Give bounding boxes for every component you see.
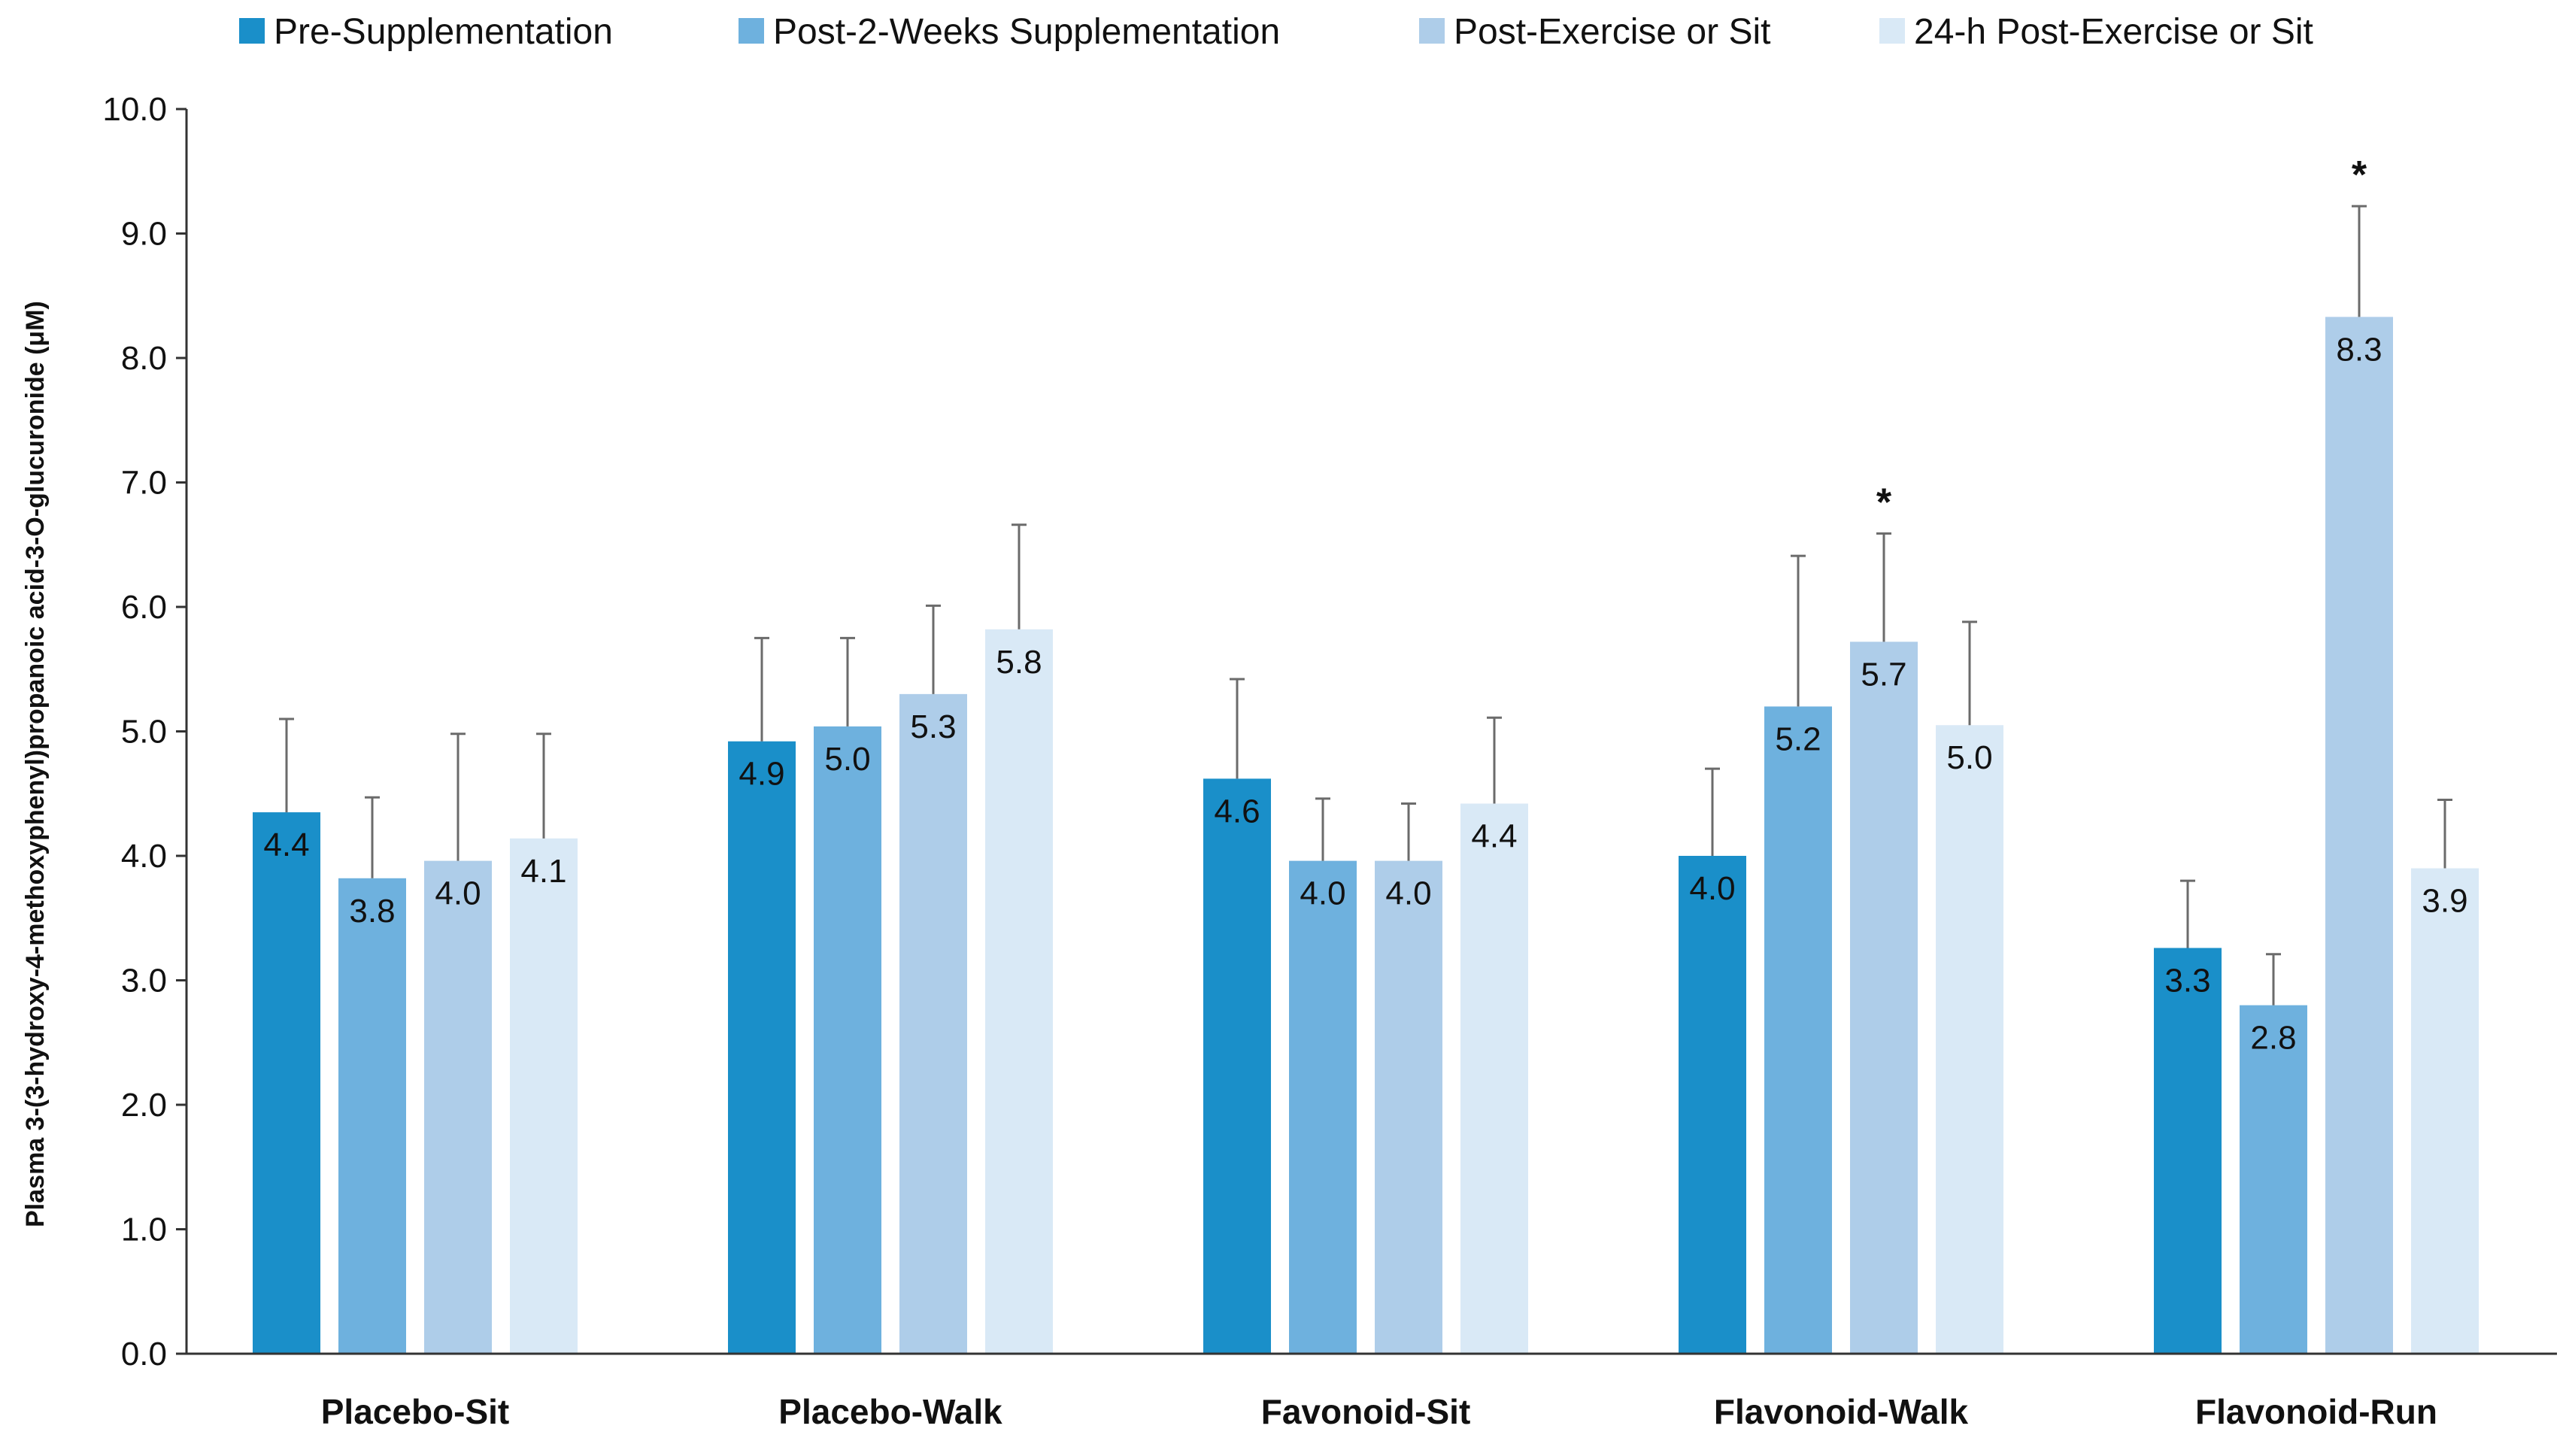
bar	[1203, 778, 1271, 1354]
data-label: 5.2	[1775, 720, 1821, 757]
x-axis: Placebo-Sit Placebo-Walk Favonoid-Sit Flavo…	[187, 1352, 2557, 1431]
legend-label: Post-2-Weeks Supplementation	[773, 12, 1280, 52]
bar	[1936, 725, 2003, 1354]
y-tick-label: 10.0	[102, 91, 167, 128]
x-tick-label: Placebo-Walk	[778, 1392, 1002, 1431]
data-label: 5.0	[1946, 739, 1992, 776]
data-label: 3.9	[2422, 883, 2467, 920]
data-label: 4.1	[520, 853, 566, 890]
bar	[1375, 860, 1442, 1354]
data-label: 4.9	[739, 756, 784, 793]
y-tick-label: 0.0	[121, 1336, 167, 1373]
data-label: 3.3	[2164, 962, 2210, 999]
y-tick-label: 3.0	[121, 963, 167, 999]
data-label: 4.0	[1385, 875, 1431, 912]
legend-label: Post-Exercise or Sit	[1454, 12, 1770, 52]
bar	[1850, 642, 1918, 1354]
y-tick-label: 2.0	[121, 1087, 167, 1124]
y-tick-label: 8.0	[121, 340, 167, 377]
y-tick-label: 6.0	[121, 589, 167, 626]
bar	[424, 860, 492, 1354]
legend-swatch	[1879, 18, 1905, 44]
bar	[728, 741, 796, 1354]
data-label: 2.8	[2250, 1020, 2296, 1057]
bar	[2154, 948, 2222, 1354]
bar	[338, 878, 406, 1354]
bar	[985, 629, 1053, 1354]
significance-marker: *	[1876, 481, 1892, 524]
bar	[2411, 868, 2479, 1354]
significance-marker: *	[2352, 153, 2367, 197]
data-label: 5.7	[1861, 656, 1906, 693]
legend-label: Pre-Supplementation	[274, 12, 613, 52]
y-tick-label: 9.0	[121, 216, 167, 253]
bar	[814, 726, 881, 1354]
data-label: 4.4	[263, 827, 309, 863]
bar	[1289, 860, 1357, 1354]
y-tick-label: 1.0	[121, 1212, 167, 1248]
x-tick-label: Favonoid-Sit	[1261, 1392, 1471, 1431]
bar	[2240, 1005, 2307, 1354]
bar	[1764, 706, 1832, 1354]
legend: Pre-Supplementation Post-2-Weeks Suppleme…	[239, 12, 2313, 52]
data-label: 4.4	[1471, 817, 1517, 854]
y-tick-label: 7.0	[121, 465, 167, 502]
data-label: 5.3	[910, 708, 956, 745]
legend-swatch	[739, 18, 764, 44]
bar	[1679, 856, 1746, 1354]
data-label: 3.8	[349, 893, 395, 930]
y-tick-label: 5.0	[121, 714, 167, 751]
legend-swatch	[1419, 18, 1445, 44]
data-label: 5.0	[824, 741, 870, 778]
bar	[1460, 803, 1528, 1354]
legend-label: 24-h Post-Exercise or Sit	[1914, 12, 2313, 52]
bar	[2325, 317, 2393, 1354]
bar	[510, 838, 578, 1354]
x-tick-label: Flavonoid-Run	[2195, 1392, 2437, 1431]
data-label: 4.6	[1214, 793, 1260, 830]
bars: 4.4 3.8 4.0 4.1 4.9 5.0 5.3 5.8 4.6 4.0 4.0 4.4 4.0 5…	[253, 153, 2479, 1354]
data-label: 8.3	[2336, 331, 2382, 368]
y-axis: 0.0 1.0 2.0 3.0 4.0 5.0 6.0 7.0 8.0 9.0 10.0	[102, 91, 188, 1373]
y-axis-label: Plasma 3-(3-hydroxy-4-methoxyphenyl)prop…	[21, 301, 50, 1227]
x-tick-label: Flavonoid-Walk	[1714, 1392, 1969, 1431]
data-label: 4.0	[435, 875, 481, 912]
x-tick-label: Placebo-Sit	[321, 1392, 510, 1431]
data-label: 5.8	[996, 644, 1042, 681]
data-label: 4.0	[1689, 870, 1735, 907]
bar	[253, 812, 320, 1354]
legend-swatch	[239, 18, 265, 44]
bar	[899, 693, 967, 1354]
data-label: 4.0	[1300, 875, 1345, 912]
y-tick-label: 4.0	[121, 838, 167, 875]
